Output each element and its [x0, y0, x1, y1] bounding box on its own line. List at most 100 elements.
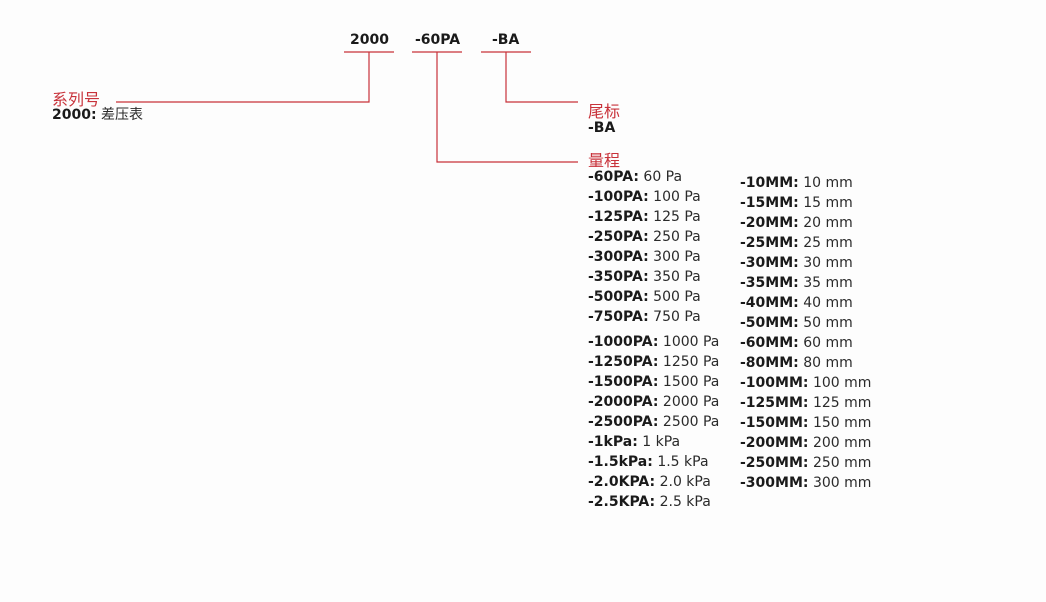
- range-item-value: 100 Pa: [653, 189, 701, 205]
- range-list-item: -125PA: 125 Pa: [588, 207, 719, 227]
- range-list-item: -2000PA: 2000 Pa: [588, 392, 719, 412]
- range-item-code: -200MM:: [740, 435, 809, 451]
- range-list-item: -2500PA: 2500 Pa: [588, 412, 719, 432]
- range-list-item: -35MM: 35 mm: [740, 273, 871, 293]
- range-list-item: -100MM: 100 mm: [740, 373, 871, 393]
- range-item-code: -250MM:: [740, 455, 809, 471]
- range-list-item: -1500PA: 1500 Pa: [588, 372, 719, 392]
- range-list-item: -250MM: 250 mm: [740, 453, 871, 473]
- range-item-value: 30 mm: [803, 255, 853, 271]
- range-item-value: 1500 Pa: [662, 374, 720, 390]
- range-item-code: -2.5KPA:: [588, 494, 656, 510]
- range-item-code: -60PA:: [588, 169, 639, 185]
- range-item-value: 20 mm: [803, 215, 853, 231]
- range-list-item: -60MM: 60 mm: [740, 333, 871, 353]
- range-item-value: 250 mm: [812, 455, 872, 471]
- range-item-code: -25MM:: [740, 235, 799, 251]
- range-list-item: -1.5kPa: 1.5 kPa: [588, 452, 719, 472]
- range-item-value: 100 mm: [812, 375, 872, 391]
- range-list-item: -350PA: 350 Pa: [588, 267, 719, 287]
- range-list-item: -20MM: 20 mm: [740, 213, 871, 233]
- range-item-code: -150MM:: [740, 415, 809, 431]
- range-list-item: -150MM: 150 mm: [740, 413, 871, 433]
- series-entry: 2000: 差压表: [52, 105, 143, 125]
- range-item-code: -50MM:: [740, 315, 799, 331]
- range-list-item: -300PA: 300 Pa: [588, 247, 719, 267]
- range-item-code: -40MM:: [740, 295, 799, 311]
- range-list-item: -500PA: 500 Pa: [588, 287, 719, 307]
- range-item-code: -1500PA:: [588, 374, 659, 390]
- range-item-value: 300 mm: [812, 475, 872, 491]
- range-item-value: 15 mm: [803, 195, 853, 211]
- range-item-value: 300 Pa: [653, 249, 701, 265]
- range-list-item: -40MM: 40 mm: [740, 293, 871, 313]
- range-item-code: -125PA:: [588, 209, 649, 225]
- range-list-item: -1250PA: 1250 Pa: [588, 352, 719, 372]
- range-code: -60PA: [415, 32, 461, 48]
- range-list-item: -300MM: 300 mm: [740, 473, 871, 493]
- range-item-value: 500 Pa: [653, 289, 701, 305]
- range-item-code: -750PA:: [588, 309, 649, 325]
- range-item-code: -60MM:: [740, 335, 799, 351]
- range-item-code: -1kPa:: [588, 434, 638, 450]
- series-entry-desc: 差压表: [101, 107, 144, 123]
- series-heading: 系列号: [52, 90, 101, 109]
- range-item-code: -30MM:: [740, 255, 799, 271]
- range-item-value: 60 Pa: [643, 169, 683, 185]
- range-list-item: -250PA: 250 Pa: [588, 227, 719, 247]
- range-item-value: 250 Pa: [653, 229, 701, 245]
- range-item-code: -125MM:: [740, 395, 809, 411]
- range-item-code: -1.5kPa:: [588, 454, 653, 470]
- series-entry-code: 2000:: [52, 107, 97, 123]
- range-item-code: -80MM:: [740, 355, 799, 371]
- range-list-item: -50MM: 50 mm: [740, 313, 871, 333]
- range-list-item: -2.0KPA: 2.0 kPa: [588, 472, 719, 492]
- range-item-code: -20MM:: [740, 215, 799, 231]
- range-list-item: -60PA: 60 Pa: [588, 167, 719, 187]
- range-item-value: 350 Pa: [653, 269, 701, 285]
- range-item-code: -15MM:: [740, 195, 799, 211]
- series-connector: [116, 52, 370, 103]
- range-pa-list: -60PA: 60 Pa -100PA: 100 Pa -125PA: 125 Pa…: [588, 167, 719, 512]
- range-item-value: 25 mm: [803, 235, 853, 251]
- range-item-code: -35MM:: [740, 275, 799, 291]
- range-item-value: 2.0 kPa: [659, 474, 711, 490]
- range-item-code: -1250PA:: [588, 354, 659, 370]
- range-item-value: 10 mm: [803, 175, 853, 191]
- suffix-code: -BA: [492, 32, 520, 48]
- range-list-item: -80MM: 80 mm: [740, 353, 871, 373]
- range-item-code: -300PA:: [588, 249, 649, 265]
- range-item-value: 125 Pa: [653, 209, 701, 225]
- range-mm-list: -10MM: 10 mm -15MM: 15 mm -20MM: 20 mm -25M…: [740, 173, 871, 493]
- suffix-entry-code: -BA: [588, 120, 616, 136]
- range-item-value: 1.5 kPa: [657, 454, 709, 470]
- range-item-code: -2.0KPA:: [588, 474, 656, 490]
- range-item-code: -2000PA:: [588, 394, 659, 410]
- range-item-value: 125 mm: [812, 395, 872, 411]
- range-item-value: 750 Pa: [653, 309, 701, 325]
- range-item-value: 150 mm: [812, 415, 872, 431]
- range-list-item: -2.5KPA: 2.5 kPa: [588, 492, 719, 512]
- range-item-value: 1250 Pa: [662, 354, 720, 370]
- range-item-value: 80 mm: [803, 355, 853, 371]
- range-list-item: -200MM: 200 mm: [740, 433, 871, 453]
- series-code: 2000: [350, 32, 389, 48]
- range-list-item: -25MM: 25 mm: [740, 233, 871, 253]
- range-item-code: -300MM:: [740, 475, 809, 491]
- range-item-value: 40 mm: [803, 295, 853, 311]
- range-list-item: -1000PA: 1000 Pa: [588, 332, 719, 352]
- range-list-item: -1kPa: 1 kPa: [588, 432, 719, 452]
- suffix-heading: 尾标: [588, 102, 621, 121]
- range-item-value: 2.5 kPa: [659, 494, 711, 510]
- range-connector: [436, 52, 578, 163]
- range-item-value: 35 mm: [803, 275, 853, 291]
- range-item-code: -100MM:: [740, 375, 809, 391]
- range-item-code: -100PA:: [588, 189, 649, 205]
- range-item-code: -350PA:: [588, 269, 649, 285]
- range-list-item: -125MM: 125 mm: [740, 393, 871, 413]
- range-list-item: -750PA: 750 Pa: [588, 307, 719, 327]
- range-item-value: 1000 Pa: [662, 334, 720, 350]
- range-item-code: -250PA:: [588, 229, 649, 245]
- range-item-value: 1 kPa: [642, 434, 681, 450]
